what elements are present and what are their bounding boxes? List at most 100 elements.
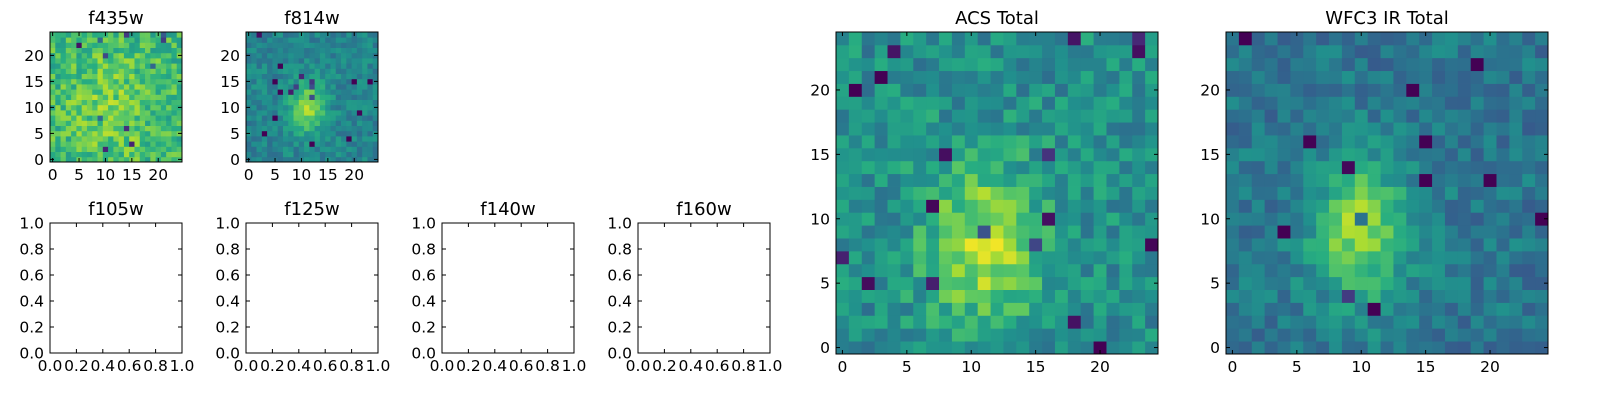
heatmap-cell: [113, 125, 120, 132]
heatmap-cell: [861, 341, 876, 355]
heatmap-cell: [92, 115, 98, 121]
heatmap-cell: [1380, 83, 1394, 97]
heatmap-cell: [913, 225, 927, 239]
heatmap-cell: [319, 99, 326, 106]
heatmap-cell: [346, 73, 352, 80]
heatmap-cell: [1432, 186, 1446, 200]
heatmap-cell: [304, 104, 310, 111]
heatmap-cell: [900, 135, 914, 149]
heatmap-cell: [1535, 263, 1549, 278]
heatmap-cell: [1432, 44, 1446, 59]
heatmap-cell: [272, 146, 279, 152]
heatmap-cell: [1080, 276, 1094, 290]
heatmap-cell: [129, 151, 135, 158]
heatmap-cell: [129, 42, 135, 48]
heatmap-cell: [251, 68, 257, 74]
heatmap-cell: [81, 115, 88, 121]
heatmap-cell: [951, 199, 966, 213]
heatmap-cell: [1067, 122, 1082, 136]
heatmap-cell: [848, 109, 863, 123]
heatmap-cell: [1029, 199, 1043, 213]
heatmap-cell: [251, 42, 257, 48]
heatmap-cell: [298, 37, 305, 43]
heatmap-cell: [990, 186, 1004, 200]
heatmap-cell: [71, 99, 77, 106]
axes-frame: [245, 31, 379, 163]
heatmap-cell: [97, 52, 104, 59]
heatmap-cell: [351, 84, 358, 90]
heatmap-cell: [1393, 147, 1407, 162]
heatmap-cell: [330, 156, 337, 163]
heatmap-cell: [836, 32, 850, 46]
heatmap-cell: [335, 146, 342, 152]
heatmap-cell: [113, 73, 120, 80]
heatmap-cell: [1393, 238, 1407, 252]
heatmap-cell: [1406, 263, 1420, 278]
heatmap-cell: [926, 32, 940, 46]
heatmap-cell: [939, 96, 953, 110]
heatmap-cell: [1316, 302, 1330, 316]
y-tick-label: 0.6: [19, 267, 44, 285]
heatmap-cell: [990, 328, 1004, 342]
heatmap-cell: [1367, 83, 1381, 97]
heatmap-cell: [1042, 96, 1056, 110]
heatmap-cell: [861, 122, 876, 136]
heatmap-cell: [1003, 315, 1017, 329]
heatmap-cell: [861, 57, 876, 72]
heatmap-cell: [848, 173, 863, 187]
heatmap-cell: [964, 135, 979, 149]
heatmap-cell: [362, 73, 368, 80]
heatmap-cell: [1303, 315, 1317, 329]
heatmap-cell: [330, 89, 337, 95]
heatmap-cell: [1432, 57, 1446, 72]
heatmap-cell: [926, 83, 940, 97]
heatmap-cell: [1419, 109, 1433, 123]
x-tick-label: 20: [344, 166, 364, 184]
heatmap-cell: [123, 146, 130, 152]
heatmap-cell: [86, 136, 93, 142]
heatmap-cell: [330, 84, 337, 90]
heatmap-cell: [1432, 173, 1446, 187]
heatmap-cell: [123, 32, 130, 38]
heatmap-cell: [1277, 199, 1291, 213]
heatmap-cell: [939, 109, 953, 123]
heatmap-cell: [251, 141, 257, 147]
heatmap-cell: [372, 151, 379, 158]
heatmap-cell: [1093, 135, 1107, 149]
heatmap-cell: [1329, 212, 1343, 226]
heatmap-cell: [171, 32, 178, 38]
heatmap-cell: [1226, 135, 1240, 149]
heatmap-cell: [1303, 70, 1317, 84]
heatmap-cell: [155, 104, 162, 111]
heatmap-cell: [309, 73, 316, 80]
heatmap-cell: [977, 173, 991, 187]
heatmap-cell: [836, 109, 850, 123]
heatmap-cell: [325, 89, 331, 95]
heatmap-cell: [277, 63, 284, 69]
heatmap-cell: [150, 141, 156, 147]
heatmap-cell: [309, 136, 316, 142]
heatmap-cell: [1080, 341, 1094, 355]
heatmap-cell: [1132, 263, 1146, 278]
heatmap-cell: [282, 125, 289, 132]
heatmap-cell: [71, 32, 77, 38]
heatmap-cell: [288, 42, 294, 48]
heatmap-cell: [1238, 328, 1253, 342]
heatmap-cell: [1067, 341, 1082, 355]
heatmap-cell: [1238, 122, 1253, 136]
heatmap-cell: [1080, 57, 1094, 72]
heatmap-cell: [367, 89, 374, 95]
heatmap-cell: [92, 125, 98, 132]
heatmap-cell: [1470, 44, 1484, 59]
heatmap-cell: [1535, 109, 1549, 123]
heatmap-cell: [1303, 263, 1317, 278]
heatmap-cell: [150, 37, 156, 43]
heatmap-cell: [1496, 147, 1510, 162]
heatmap-cell: [293, 151, 300, 158]
heatmap-cell: [304, 156, 310, 163]
heatmap-cell: [123, 89, 130, 95]
heatmap-cell: [1341, 263, 1356, 278]
heatmap-cell: [1367, 238, 1381, 252]
heatmap-cell: [1080, 83, 1094, 97]
heatmap-cell: [1316, 186, 1330, 200]
